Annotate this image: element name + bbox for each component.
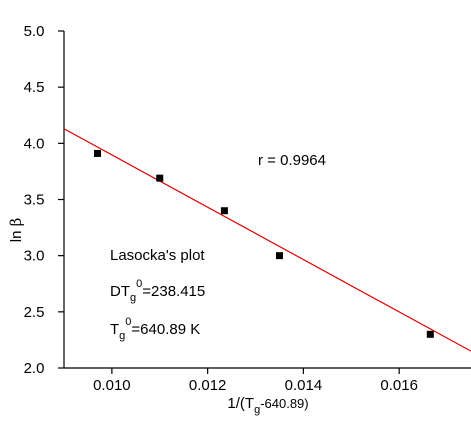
y-tick-label: 4.0 <box>24 135 45 152</box>
dtg-sup: 0 <box>136 278 142 290</box>
dtg-value: =238.415 <box>142 283 205 300</box>
x-axis-label: 1/(Tg-640.89) <box>227 395 308 416</box>
data-point <box>220 207 228 215</box>
tg-annotation: Tg0=640.89 K <box>110 316 200 342</box>
fit-line-layer <box>63 128 471 352</box>
y-tick-label: 4.5 <box>24 79 45 96</box>
points-layer <box>94 149 434 338</box>
r-annotation: r = 0.9964 <box>258 152 326 169</box>
data-point <box>426 330 434 338</box>
x-tick-label: 0.016 <box>380 377 418 394</box>
dtg-prefix: DT <box>110 283 130 300</box>
plot-name-annotation: Lasocka's plot <box>110 247 205 264</box>
tg-sup: 0 <box>125 316 131 328</box>
ticks: 2.0 2.5 3.0 3.5 4.0 4.5 5.0 0.010 0.012 0.014 0.01… <box>24 23 418 394</box>
data-point <box>94 149 102 157</box>
y-tick-label: 2.5 <box>24 304 45 321</box>
dtg-annotation: DTg0=238.415 <box>110 278 205 304</box>
dtg-sub: g <box>130 292 136 304</box>
y-tick-label: 5.0 <box>24 23 45 40</box>
x-axis-label-sub: g <box>254 404 260 416</box>
data-point <box>275 252 283 260</box>
x-tick-label: 0.010 <box>93 377 131 394</box>
x-axis-label-tail: -640.89) <box>260 396 308 411</box>
data-point <box>156 174 164 182</box>
fit-line <box>63 128 471 352</box>
tg-value: =640.89 K <box>131 321 200 338</box>
tg-sub: g <box>119 330 125 342</box>
y-axis-label-main: ln <box>8 226 25 242</box>
y-tick-label: 3.0 <box>24 248 45 265</box>
x-tick-label: 0.012 <box>189 377 227 394</box>
y-tick-label: 2.0 <box>24 360 45 377</box>
x-tick-label: 0.014 <box>285 377 323 394</box>
y-axis-label: ln β <box>7 218 25 243</box>
y-tick-label: 3.5 <box>24 192 45 209</box>
x-axis-label-main: 1/(T <box>227 395 254 412</box>
tg-prefix: T <box>110 321 119 338</box>
y-axis-label-symbol: β <box>7 218 25 227</box>
